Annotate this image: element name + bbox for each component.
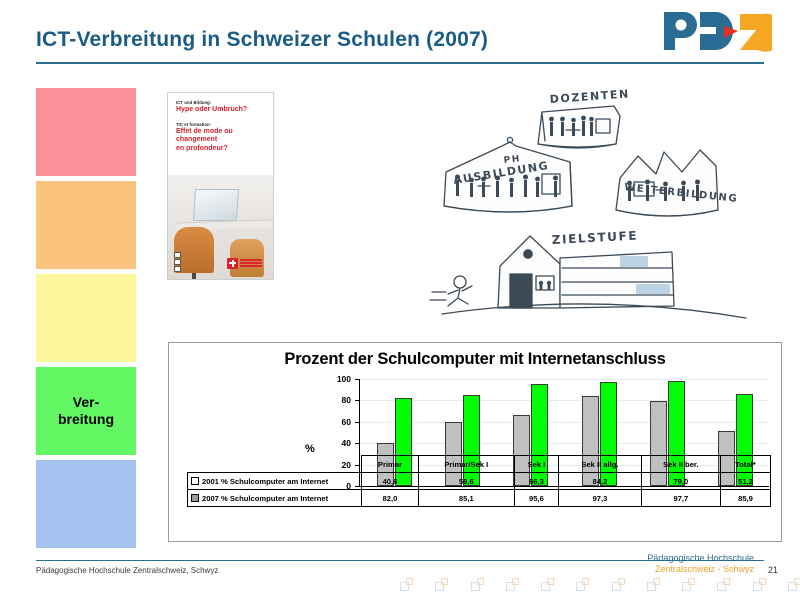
table-value-cell: 79,0 [640,472,721,490]
block-pink[interactable] [36,88,136,176]
y-tick-mark [355,464,359,466]
block-green-verbreitung[interactable]: Ver- breitung [36,367,136,455]
block-orange[interactable] [36,181,136,269]
brand-line-2: Zentralschweiz - Schwyz [654,564,754,575]
footer-divider [36,560,764,561]
decoration-square-icon [576,578,590,591]
decoration-square-icon [435,578,449,591]
swiss-confederation-logo [227,253,267,273]
book-headline-fr-line1: Effet de mode ou changement [176,127,233,144]
chart-panel: Prozent der Schulcomputer mit Internetan… [168,342,782,542]
decoration-square-icon [646,578,660,591]
table-value-cell: 97,7 [640,489,721,507]
decoration-square-icon [505,578,519,591]
legend-swatch-icon [191,493,199,502]
gridline [360,443,769,445]
logo-lines [240,259,262,267]
block-green-label-line2: breitung [58,411,114,427]
gridline [360,379,769,380]
table-category-header: Sek I [513,455,560,473]
y-tick-label: 20 [341,459,351,470]
legend-entry: 2001 % Schulcomputer am Internet [187,472,362,490]
table-value-cell: 82,0 [361,489,419,507]
table-value-cell: 51,2 [719,472,772,490]
table-category-header: Sek II allg. [558,455,642,473]
phz-logo [664,12,772,52]
book-headline-de: Hype oder Umbruch? [176,106,248,113]
block-green-label-line1: Ver- [72,393,100,410]
decoration-square-icon [611,578,625,591]
gridline [360,400,769,402]
brand-line-1: Pädagogische Hochschule [647,553,754,563]
mark-dot-icon [174,252,181,258]
footer-institution: Pädagogische Hochschule Zentralschweiz, … [36,566,219,575]
decoration-square-icon [752,578,766,591]
y-tick-label: 100 [336,374,351,384]
table-category-header: Sek II ber. [640,455,721,473]
legend-entry: 2007 % Schulcomputer am Internet [187,489,362,507]
book-cover-image: ICT und Bildung: Hype oder Umbruch? TIC … [167,92,274,280]
chart-data-table: Primar Primar/Sek I Sek I Sek II allg. Sek I… [187,455,772,507]
footer-decoration [400,578,800,596]
sketch-label-zielstufe: ZIELSTUFE [551,228,638,247]
block-yellow[interactable] [36,274,136,362]
table-value-cell: 59,6 [417,472,515,490]
sketch-label-ph: PH [503,154,521,166]
table-header-row: Primar Primar/Sek I Sek I Sek II allg. Sek I… [188,455,772,473]
book-publisher-marks [174,252,181,272]
book-kicker-de: ICT und Bildung: [176,100,212,105]
table-body: Primar Primar/Sek I Sek I Sek II allg. Sek I… [187,455,772,507]
book-headline-fr-line2: en profondeur? [176,144,228,152]
y-tick-mark [355,400,359,402]
book-cover-photo [168,175,273,279]
table-category-header: Primar/Sek I [417,455,515,473]
y-tick-label: 40 [341,438,351,449]
hand-drawn-education-diagram: DOZENTEN PH AUSBILDUNG WEITERBILDUNG ZIE… [429,87,747,319]
footer-brand: Pädagogische Hochschule Zentralschweiz -… [647,553,754,576]
decoration-square-icon [541,578,554,591]
chart-title: Prozent der Schulcomputer mit Internetan… [284,350,666,368]
table-category-header: Primar [361,455,419,473]
legend-swatch-icon [191,476,199,485]
table-row: 2007 % Schulcomputer am Internet 82,0 85,1… [187,489,772,507]
table-value-cell: 85,9 [719,489,772,507]
page-number: 21 [767,565,778,575]
table-category-header: Total* [719,455,772,473]
y-tick-mark [355,421,359,423]
book-kicker-fr: TIC et formation: [176,121,212,127]
table-value-cell: 66,3 [513,472,560,490]
table-value-cell: 84,2 [558,472,642,490]
y-tick-mark [355,443,359,445]
decoration-square-icon [470,578,484,591]
y-tick-label: 60 [341,416,351,427]
y-tick-label: 80 [341,395,351,406]
table-corner-cell [188,456,362,473]
gridline [360,421,769,423]
table-value-cell: 40,6 [361,472,419,490]
mark-dot-icon [174,259,181,265]
decoration-square-icon [682,578,695,591]
table-value-cell: 85,1 [417,489,515,507]
color-strip: Ver- breitung [36,88,136,553]
book-headline-fr: Effet de mode ou changement en profondeu… [176,128,266,154]
swiss-cross-icon [227,257,238,269]
sketch-label-dozenten: DOZENTEN [549,87,630,106]
decoration-square-icon [717,578,731,591]
book-cover-text: ICT und Bildung: Hype oder Umbruch? TIC … [168,93,273,153]
laptop-screen-shape [192,189,240,221]
mark-dot-icon [174,266,181,272]
title-divider [36,62,764,64]
table-value-cell: 95,6 [513,489,560,507]
y-axis-label: % [305,443,315,455]
decoration-square-icon [787,578,800,591]
table-value-cell: 97,3 [558,489,642,507]
block-blue[interactable] [36,460,136,548]
y-tick-mark [355,379,359,380]
page-title: ICT-Verbreitung in Schweizer Schulen (20… [36,28,489,51]
chair-front-shape [174,227,214,273]
decoration-square-icon [400,578,413,591]
table-row: 2001 % Schulcomputer am Internet 40,6 59,6… [187,472,772,490]
